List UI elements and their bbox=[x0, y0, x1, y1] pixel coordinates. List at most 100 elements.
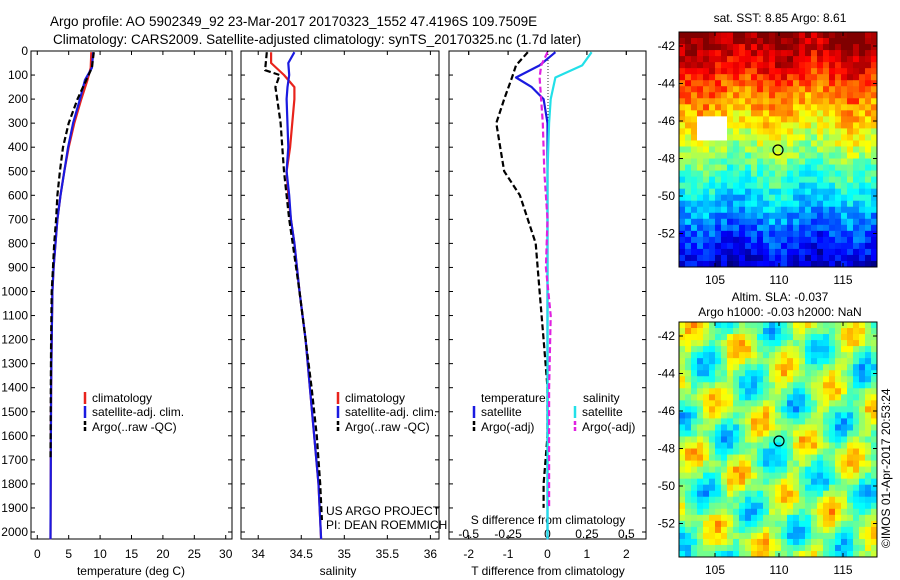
map-cell bbox=[799, 146, 806, 153]
map-cell bbox=[805, 484, 812, 492]
salinity-x-ticks: 34 34.5 35 35.5 36 bbox=[252, 51, 437, 561]
map-cell bbox=[691, 158, 698, 165]
map-cell bbox=[829, 236, 836, 244]
map-cell bbox=[781, 478, 788, 486]
series-line-climatology bbox=[270, 52, 323, 540]
map-cell bbox=[799, 454, 806, 461]
map-cell bbox=[721, 188, 728, 196]
map-cell bbox=[745, 254, 752, 262]
map-cell bbox=[703, 418, 710, 425]
map-cell bbox=[787, 400, 794, 407]
map-cell bbox=[739, 152, 746, 159]
map-cell bbox=[709, 248, 716, 256]
map-cell bbox=[805, 340, 812, 347]
map-cell bbox=[703, 370, 710, 377]
map-cell bbox=[721, 152, 728, 159]
map-cell bbox=[871, 248, 878, 256]
map-cell bbox=[853, 254, 860, 262]
map-cell bbox=[763, 484, 770, 492]
map-cell bbox=[709, 532, 716, 540]
map-cell bbox=[685, 550, 692, 558]
map-cell bbox=[757, 128, 764, 135]
map-cell bbox=[817, 334, 824, 341]
map-cell bbox=[745, 68, 752, 75]
map-cell bbox=[739, 532, 746, 540]
map-cell bbox=[847, 236, 854, 244]
map-cell bbox=[715, 110, 722, 117]
map-cell bbox=[775, 170, 782, 178]
map-cell bbox=[781, 146, 788, 153]
map-cell bbox=[745, 412, 752, 419]
map-cell bbox=[799, 236, 806, 244]
map-cell bbox=[697, 188, 704, 196]
map-cell bbox=[853, 346, 860, 353]
map-cell bbox=[859, 400, 866, 407]
map-cell bbox=[829, 490, 836, 498]
map-cell bbox=[793, 484, 800, 492]
map-cell bbox=[757, 484, 764, 492]
map-cell bbox=[859, 448, 866, 455]
map-cell bbox=[757, 248, 764, 256]
map-cell bbox=[835, 370, 842, 377]
map-cell bbox=[751, 50, 758, 57]
map-cell bbox=[757, 110, 764, 117]
map-cell bbox=[781, 116, 788, 123]
map-cell bbox=[769, 538, 776, 546]
map-cell bbox=[733, 176, 740, 184]
map-cell bbox=[757, 176, 764, 184]
map-cell bbox=[841, 352, 848, 359]
map-cell bbox=[811, 200, 818, 208]
map-cell bbox=[811, 406, 818, 413]
map-cell bbox=[751, 242, 758, 250]
map-cell bbox=[799, 502, 806, 510]
map-cell bbox=[727, 376, 734, 383]
map-cell bbox=[763, 248, 770, 256]
map-cell bbox=[811, 364, 818, 371]
map-cell bbox=[775, 134, 782, 141]
map-cell bbox=[817, 466, 824, 474]
map-cell bbox=[865, 388, 872, 395]
map-cell bbox=[799, 152, 806, 159]
map-cell bbox=[817, 146, 824, 153]
map-cell bbox=[691, 472, 698, 480]
map-cell bbox=[793, 370, 800, 377]
map-cell bbox=[739, 146, 746, 153]
map-cell bbox=[775, 74, 782, 81]
map-cell bbox=[685, 254, 692, 262]
map-cell bbox=[829, 218, 836, 226]
map-cell bbox=[739, 236, 746, 244]
map-cell bbox=[871, 508, 878, 516]
map-cell bbox=[817, 382, 824, 389]
map-cell bbox=[757, 526, 764, 534]
map-cell bbox=[745, 134, 752, 141]
map-cell bbox=[787, 340, 794, 347]
map-cell bbox=[805, 448, 812, 455]
x-tick-label: 2 bbox=[623, 547, 630, 561]
map-cell bbox=[715, 526, 722, 534]
map-cell bbox=[829, 92, 836, 99]
map-cell bbox=[835, 466, 842, 474]
map-cell bbox=[853, 200, 860, 208]
map-cell bbox=[757, 152, 764, 159]
map-cell bbox=[853, 340, 860, 347]
map-cell bbox=[751, 430, 758, 437]
map-cell bbox=[787, 550, 794, 558]
map-cell bbox=[733, 92, 740, 99]
map-cell bbox=[751, 152, 758, 159]
map-cell bbox=[757, 206, 764, 214]
map-cell bbox=[811, 260, 818, 268]
map-cell bbox=[811, 164, 818, 171]
map-cell bbox=[715, 508, 722, 516]
map-cell bbox=[691, 56, 698, 63]
map-cell bbox=[781, 496, 788, 504]
map-cell bbox=[733, 110, 740, 117]
map-cell bbox=[799, 248, 806, 256]
map-cell bbox=[805, 254, 812, 262]
map-cell bbox=[865, 544, 872, 552]
map-cell bbox=[709, 514, 716, 522]
map-cell bbox=[817, 496, 824, 504]
map-cell bbox=[823, 538, 830, 546]
map-cell bbox=[811, 236, 818, 244]
map-cell bbox=[751, 44, 758, 51]
